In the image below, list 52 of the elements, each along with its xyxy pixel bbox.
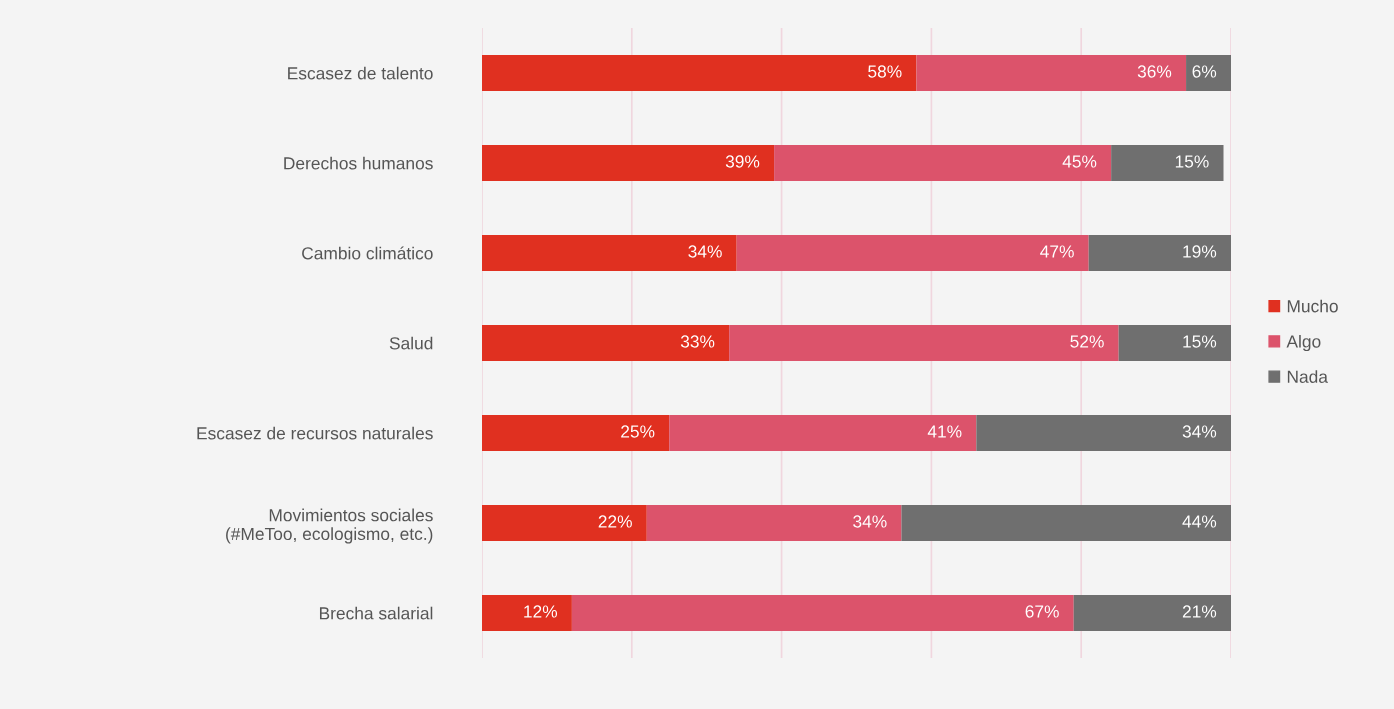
bar bbox=[482, 595, 572, 631]
legend-label: Nada bbox=[1287, 370, 1328, 383]
bar bbox=[1118, 325, 1231, 361]
data-label: 19% bbox=[1183, 245, 1217, 258]
legend-label: Mucho bbox=[1287, 299, 1338, 313]
bar bbox=[1073, 595, 1231, 631]
bar bbox=[646, 505, 902, 541]
data-label: 15% bbox=[1175, 155, 1209, 168]
bar bbox=[1186, 55, 1231, 91]
bar bbox=[482, 505, 647, 541]
bar bbox=[571, 595, 1074, 631]
y-tick-label: Movimientos sociales (#MeToo, ecologismo, etc.) bbox=[226, 508, 433, 544]
y-tick-label: Brecha salarial bbox=[319, 606, 433, 620]
data-label: 34% bbox=[688, 245, 722, 258]
bar bbox=[482, 145, 775, 181]
data-label: 34% bbox=[1182, 425, 1217, 438]
bar bbox=[669, 415, 977, 451]
data-label: 44% bbox=[1182, 515, 1217, 528]
data-label: 15% bbox=[1183, 335, 1217, 348]
y-tick-label: Derechos humanos bbox=[284, 156, 433, 170]
bar bbox=[916, 55, 1187, 91]
y-tick-label: Escasez de recursos naturales bbox=[197, 426, 433, 440]
y-tick-label: Salud bbox=[389, 336, 433, 350]
data-label: 12% bbox=[524, 605, 558, 618]
data-label: 22% bbox=[598, 515, 632, 528]
data-label: 47% bbox=[1040, 245, 1074, 258]
bar bbox=[736, 235, 1089, 271]
bar bbox=[482, 235, 737, 271]
data-label: 34% bbox=[853, 515, 887, 528]
data-label: 45% bbox=[1062, 155, 1097, 168]
data-label: 36% bbox=[1137, 65, 1172, 78]
bar bbox=[729, 325, 1119, 361]
data-label: 41% bbox=[927, 425, 962, 438]
legend-label: Algo bbox=[1286, 334, 1321, 352]
bar bbox=[1088, 235, 1231, 271]
bar bbox=[482, 325, 730, 361]
data-label: 25% bbox=[621, 425, 655, 438]
data-label: 21% bbox=[1182, 605, 1217, 618]
bar bbox=[901, 505, 1231, 541]
bar bbox=[482, 415, 670, 451]
data-label: 6% bbox=[1192, 65, 1217, 78]
data-label: 52% bbox=[1070, 335, 1104, 348]
data-label: 58% bbox=[868, 65, 902, 78]
data-label: 33% bbox=[680, 335, 715, 348]
bar bbox=[774, 145, 1112, 181]
data-label: 39% bbox=[725, 155, 760, 168]
bar bbox=[976, 415, 1231, 451]
data-label: 67% bbox=[1025, 605, 1059, 618]
bar bbox=[1111, 145, 1224, 181]
bar bbox=[482, 55, 917, 91]
y-tick-label: Cambio climático bbox=[302, 246, 433, 260]
y-tick-label: Escasez de talento bbox=[288, 66, 433, 80]
